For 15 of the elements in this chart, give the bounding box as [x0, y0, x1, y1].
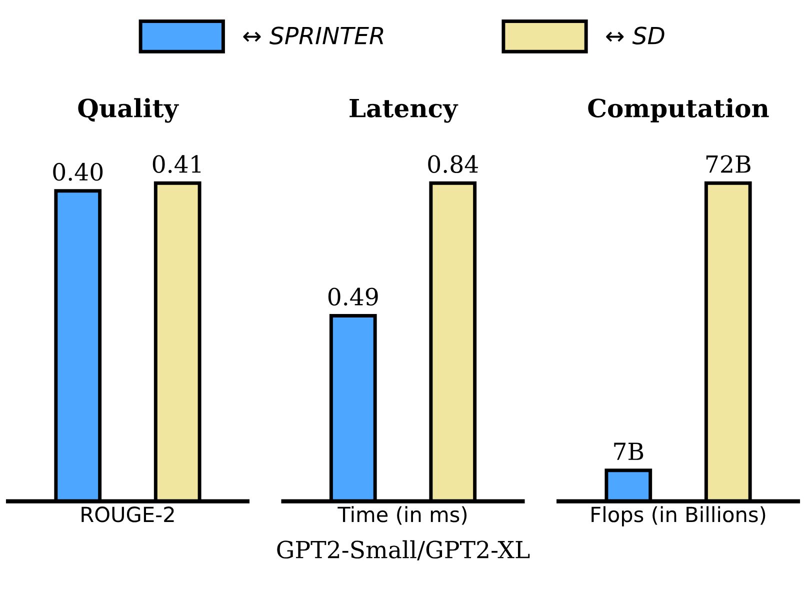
x-tick-label: Time (in ms): [338, 506, 467, 525]
x-tick-label: Flops (in Billions): [592, 506, 766, 526]
x-axis-title: GPT2-Small/GPT2-XL: [277, 540, 530, 560]
legend-label: ↔ SD: [606, 26, 664, 44]
data-label: 0.41: [152, 155, 201, 174]
data-label: 0.49: [328, 288, 378, 306]
x-tick-label: ROUGE-2: [82, 506, 174, 522]
chart-title: Computation: [588, 98, 769, 122]
data-label: 7B: [614, 442, 644, 460]
chart-title: Quality: [78, 98, 179, 123]
data-label: 0.84: [428, 155, 478, 174]
legend-label: ↔ SPRINTER: [243, 26, 384, 44]
data-label: 0.40: [53, 162, 103, 181]
chart-title: Latency: [350, 98, 458, 123]
data-label: 72B: [706, 155, 750, 173]
